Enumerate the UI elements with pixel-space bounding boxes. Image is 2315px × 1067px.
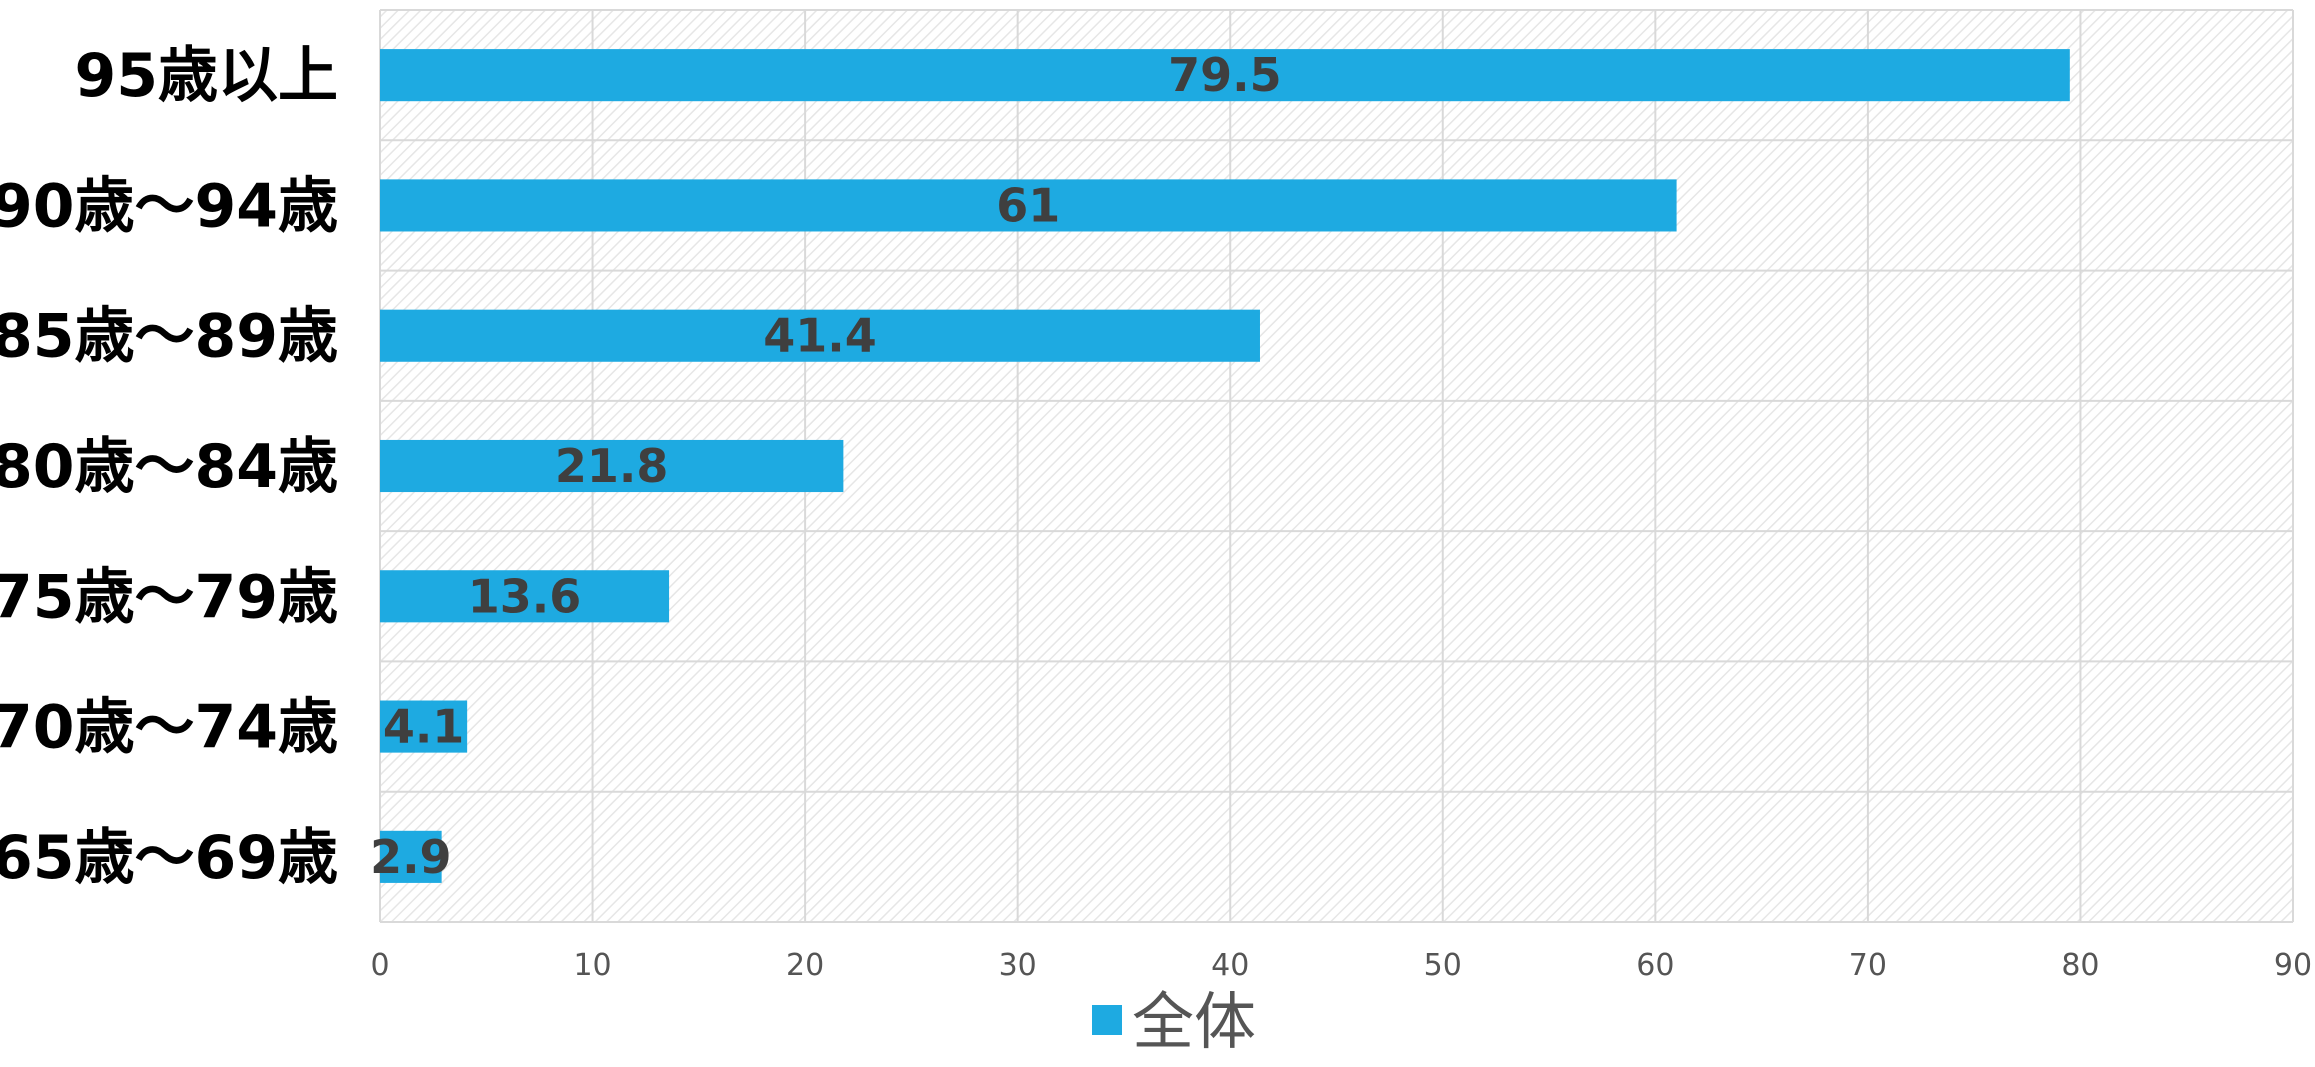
category-label: 85歳～89歳	[0, 302, 338, 372]
bar	[380, 179, 1677, 232]
category-label: 65歳～69歳	[0, 823, 338, 893]
data-label: 4.1	[383, 700, 465, 754]
data-labels: 79.5 61 41.4 21.8 13.6 4.1 2.9	[370, 48, 1282, 884]
x-tick-label: 10	[573, 948, 611, 983]
legend-swatch	[1092, 1005, 1122, 1035]
bar	[380, 49, 2070, 102]
category-label: 75歳～79歳	[0, 562, 338, 632]
data-label: 13.6	[468, 569, 582, 623]
x-tick-label: 20	[786, 948, 824, 983]
category-label: 95歳以上	[75, 41, 339, 111]
category-label: 80歳～84歳	[0, 432, 338, 502]
bar	[380, 439, 844, 493]
bar	[380, 309, 1260, 362]
x-axis-ticks: 0 10 20 30 40 50 60 70 80 90	[370, 948, 2312, 983]
data-label: 79.5	[1168, 48, 1282, 102]
category-label: 70歳～74歳	[0, 693, 338, 763]
x-tick-label: 90	[2274, 948, 2312, 983]
legend-label: 全体	[1132, 985, 1256, 1058]
bar	[380, 830, 442, 883]
data-label: 61	[996, 178, 1060, 232]
bars	[380, 49, 2070, 883]
gridlines	[379, 9, 2294, 923]
category-label: 90歳～94歳	[0, 171, 338, 241]
x-tick-label: 30	[999, 948, 1037, 983]
x-tick-label: 0	[370, 948, 389, 983]
x-tick-label: 80	[2061, 948, 2099, 983]
x-tick-label: 50	[1424, 948, 1462, 983]
x-tick-label: 70	[1849, 948, 1887, 983]
x-tick-label: 60	[1636, 948, 1674, 983]
data-label: 21.8	[555, 439, 669, 493]
legend: 全体	[1092, 985, 1256, 1058]
bar	[380, 700, 468, 753]
category-labels: 95歳以上 90歳～94歳 85歳～89歳 80歳～84歳 75歳～79歳 70歳～74歳…	[0, 41, 338, 893]
data-label: 41.4	[763, 309, 877, 363]
x-tick-label: 40	[1211, 948, 1249, 983]
bar	[380, 570, 670, 623]
data-label: 2.9	[370, 830, 452, 884]
